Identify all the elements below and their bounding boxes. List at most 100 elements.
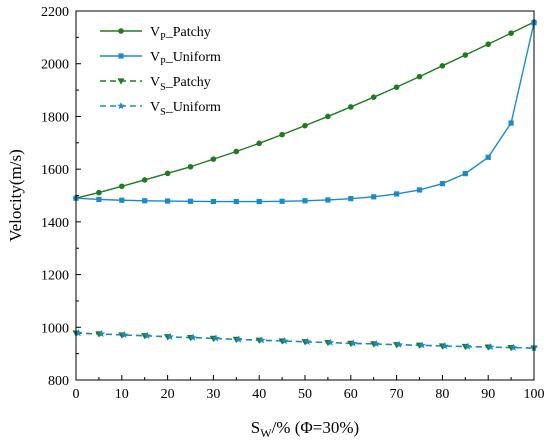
series-1-point-8 xyxy=(256,198,262,205)
legend-label-1: VP_Uniform xyxy=(150,50,221,68)
series-0-point-3 xyxy=(141,177,148,183)
legend-marker-0 xyxy=(118,28,124,34)
x-tick-label-40: 40 xyxy=(252,387,266,402)
series-0-point-1 xyxy=(96,189,102,196)
series-line-3 xyxy=(75,332,535,349)
series-1-point-16 xyxy=(439,181,445,187)
series-3-point-3 xyxy=(143,331,151,339)
legend-label-0: VP_Patchy xyxy=(150,25,211,43)
series-3-point-14 xyxy=(395,340,403,348)
series-3-point-18 xyxy=(486,343,495,351)
series-3-point-10 xyxy=(303,337,312,346)
series-3-point-0 xyxy=(74,329,83,337)
series-0-point-6 xyxy=(210,156,217,162)
plot-lines xyxy=(75,21,535,349)
series-3-point-6 xyxy=(212,334,220,342)
y-tick-label-1400: 1400 xyxy=(41,216,69,231)
legend-label-sub: P xyxy=(160,32,166,43)
y-tick-label-2000: 2000 xyxy=(41,58,69,73)
legend-label-2: VS_Patchy xyxy=(150,75,211,93)
series-1-point-17 xyxy=(462,171,468,177)
series-1-point-1 xyxy=(96,196,102,203)
series-0-point-10 xyxy=(302,122,308,129)
series-1-point-2 xyxy=(119,197,125,203)
x-tick-label-0: 0 xyxy=(73,387,80,402)
series-0-point-18 xyxy=(485,41,492,48)
legend-label-rest: _Uniform xyxy=(165,100,221,115)
series-1-point-9 xyxy=(279,198,285,204)
legend-label-main: V xyxy=(150,50,160,65)
legend-label-sub: P xyxy=(160,57,166,68)
series-3-point-17 xyxy=(464,342,472,350)
series-1-point-14 xyxy=(394,191,400,197)
series-3-point-1 xyxy=(97,329,106,338)
plot-markers xyxy=(72,19,538,352)
series-1-point-19 xyxy=(508,120,514,126)
legend-marker-1 xyxy=(118,53,124,59)
y-tick-label-2200: 2200 xyxy=(41,5,69,20)
x-tick-label-10: 10 xyxy=(115,387,129,402)
x-tick-label-90: 90 xyxy=(481,387,495,402)
series-0-point-4 xyxy=(164,170,171,177)
series-1-point-3 xyxy=(142,198,148,204)
series-1-point-18 xyxy=(485,154,491,160)
series-3-point-11 xyxy=(326,338,335,346)
series-3-point-13 xyxy=(372,339,380,348)
x-axis-title-main: S xyxy=(251,418,260,437)
legend-label-main: V xyxy=(150,25,160,40)
series-1-point-5 xyxy=(187,198,194,204)
plot-frame xyxy=(75,10,535,381)
series-1-point-13 xyxy=(371,194,377,200)
legend-label-sub: S xyxy=(160,107,166,118)
series-3-point-12 xyxy=(349,339,358,347)
y-axis-title: Velocity(m/s) xyxy=(6,149,25,242)
series-1-point-7 xyxy=(233,198,239,205)
series-0-point-19 xyxy=(508,30,514,36)
series-1-point-12 xyxy=(348,196,354,202)
legend-marker-3 xyxy=(117,102,125,110)
x-tick-label-20: 20 xyxy=(161,387,175,402)
series-0-point-12 xyxy=(348,104,354,110)
x-tick-label-30: 30 xyxy=(206,387,220,402)
legend-label-sub: S xyxy=(160,82,166,93)
series-0-point-8 xyxy=(256,140,263,147)
series-0-point-5 xyxy=(187,163,194,170)
y-tick-label-800: 800 xyxy=(48,374,69,389)
legend-label-rest: _Patchy xyxy=(165,75,211,90)
series-3-point-8 xyxy=(257,336,266,344)
series-0-point-13 xyxy=(370,94,377,100)
series-0-point-2 xyxy=(119,183,125,190)
x-tick-label-50: 50 xyxy=(298,387,312,402)
series-1-point-6 xyxy=(210,198,216,205)
series-0-point-7 xyxy=(233,148,240,155)
x-tick-label-80: 80 xyxy=(435,387,449,402)
series-3-point-2 xyxy=(120,330,129,339)
x-axis-title-rest: /% (Φ=30%) xyxy=(272,418,360,437)
y-tick-label-1600: 1600 xyxy=(41,163,69,178)
x-axis-title-sub: W xyxy=(260,426,272,440)
series-3-point-5 xyxy=(189,333,197,341)
series-3-point-19 xyxy=(509,343,518,351)
series-1-point-15 xyxy=(416,187,423,193)
series-0-point-15 xyxy=(416,73,423,80)
x-tick-label-100: 100 xyxy=(524,387,545,402)
series-0-point-16 xyxy=(439,63,446,69)
legend-label-main: V xyxy=(150,100,160,115)
series-3-point-4 xyxy=(166,332,174,341)
legend-label-3: VS_Uniform xyxy=(150,100,221,118)
x-tick-label-70: 70 xyxy=(390,387,404,402)
legend-label-rest: _Patchy xyxy=(165,25,211,40)
series-1-point-11 xyxy=(325,197,331,203)
series-1-point-10 xyxy=(302,198,308,204)
series-0-point-17 xyxy=(462,52,469,58)
legend-marker-2 xyxy=(117,78,125,85)
y-tick-label-1000: 1000 xyxy=(41,321,69,336)
x-axis-title: SW/% (Φ=30%) xyxy=(251,418,359,440)
series-3-point-16 xyxy=(441,342,449,350)
series-0-point-11 xyxy=(325,113,331,120)
y-tick-label-1200: 1200 xyxy=(41,269,69,284)
y-tick-label-1800: 1800 xyxy=(41,110,69,125)
legend-label-rest: _Uniform xyxy=(165,50,221,65)
